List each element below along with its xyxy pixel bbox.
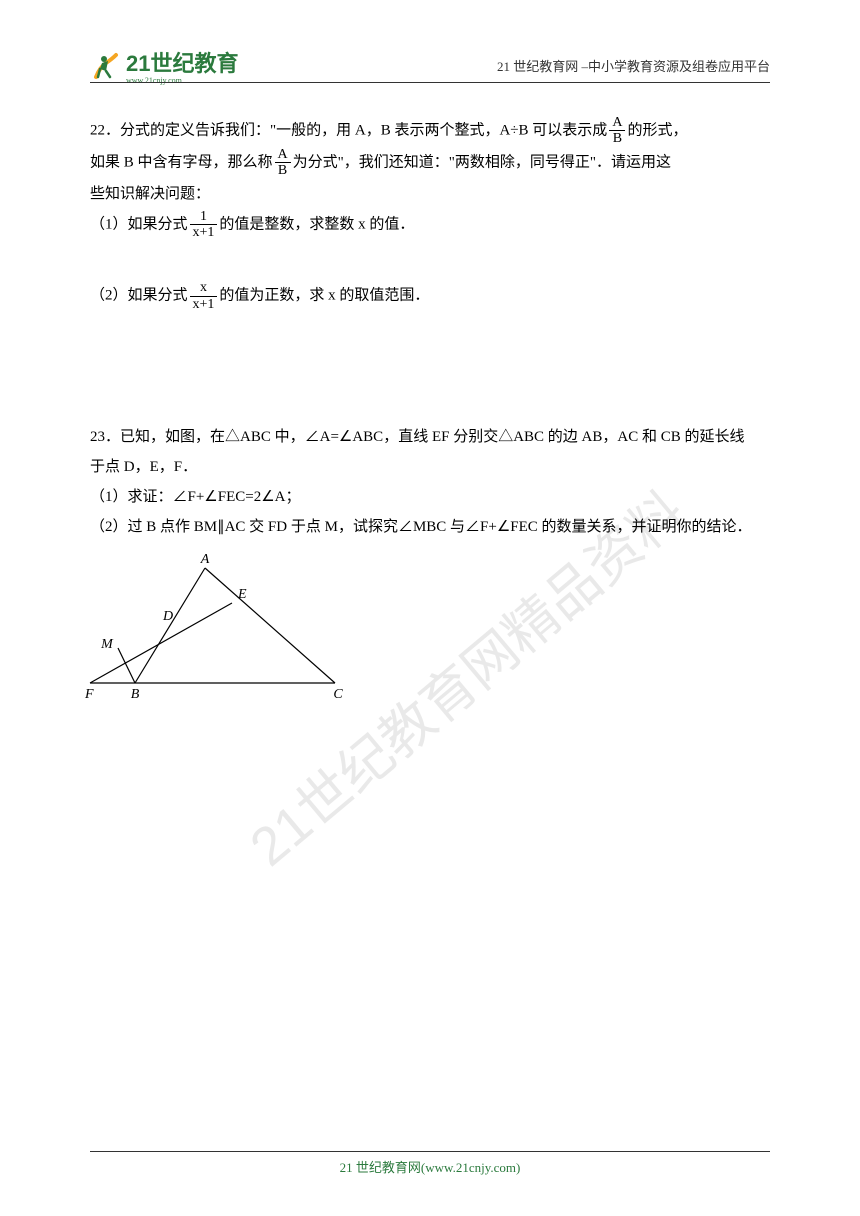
footer-rule: [90, 1151, 770, 1152]
edge-AC: [205, 568, 335, 683]
q22-intro-c: 如果 B 中含有字母，那么称: [90, 154, 273, 170]
gap-2: [90, 312, 770, 422]
q22-intro-a: 分式的定义告诉我们："一般的，用 A，B 表示两个整式，A÷B 可以表示成: [120, 122, 607, 138]
label-D: D: [162, 609, 173, 624]
q22-frac1: AB: [607, 115, 627, 147]
logo-text-sub: www.21cnjy.com: [126, 76, 238, 85]
logo: 21世纪教育 www.21cnjy.com: [90, 46, 238, 85]
q22-p2-frac: xx+1: [188, 280, 220, 312]
q23-number: 23．: [90, 429, 120, 445]
q22-p2-a: （2）如果分式: [90, 288, 188, 304]
label-M: M: [100, 637, 114, 652]
q22-p1-b: 的值是整数，求整数 x 的值．: [219, 216, 414, 232]
header-rule: [90, 82, 770, 83]
header-tagline: 21 世纪教育网 –中小学教育资源及组卷应用平台: [497, 56, 770, 75]
edge-BA: [135, 568, 205, 683]
logo-text-main: 21世纪教育: [126, 51, 238, 76]
q22-p2-b: 的值为正数，求 x 的取值范围．: [219, 288, 429, 304]
q23-figure: A B C F E D M: [80, 548, 360, 708]
gap-1: [90, 240, 770, 280]
q22-intro-b: 的形式，: [627, 122, 687, 138]
label-C: C: [333, 687, 343, 702]
q23-p2: （2）过 B 点作 BM∥AC 交 FD 于点 M，试探究∠MBC 与∠F+∠F…: [90, 512, 770, 542]
label-F: F: [84, 687, 94, 702]
q22-p1-frac: 1x+1: [188, 209, 220, 241]
q22-p2: （2）如果分式xx+1的值为正数，求 x 的取值范围．: [90, 280, 770, 312]
q22-line2: 如果 B 中含有字母，那么称AB为分式"，我们还知道："两数相除，同号得正"．请…: [90, 147, 770, 179]
q22-number: 22．: [90, 122, 120, 138]
footer: 21 世纪教育网(www.21cnjy.com): [0, 1157, 860, 1176]
q22-intro-d: 为分式"，我们还知道："两数相除，同号得正"．请运用这: [293, 154, 671, 170]
label-B: B: [131, 687, 140, 702]
q22-line3: 些知识解决问题：: [90, 179, 770, 209]
q22-frac2: AB: [273, 147, 293, 179]
label-A: A: [200, 552, 210, 567]
content: 22．分式的定义告诉我们："一般的，用 A，B 表示两个整式，A÷B 可以表示成…: [90, 115, 770, 719]
label-E: E: [237, 587, 247, 602]
q22-p1: （1）如果分式1x+1的值是整数，求整数 x 的值．: [90, 209, 770, 241]
q23-line1-text: 已知，如图，在△ABC 中，∠A=∠ABC，直线 EF 分别交△ABC 的边 A…: [120, 429, 744, 445]
logo-icon: [90, 49, 122, 81]
q23-line2: 于点 D，E，F．: [90, 452, 770, 482]
q22-p1-a: （1）如果分式: [90, 216, 188, 232]
q22-line1: 22．分式的定义告诉我们："一般的，用 A，B 表示两个整式，A÷B 可以表示成…: [90, 115, 770, 147]
q23-p1: （1）求证：∠F+∠FEC=2∠A；: [90, 482, 770, 512]
q23-line1: 23．已知，如图，在△ABC 中，∠A=∠ABC，直线 EF 分别交△ABC 的…: [90, 422, 770, 452]
